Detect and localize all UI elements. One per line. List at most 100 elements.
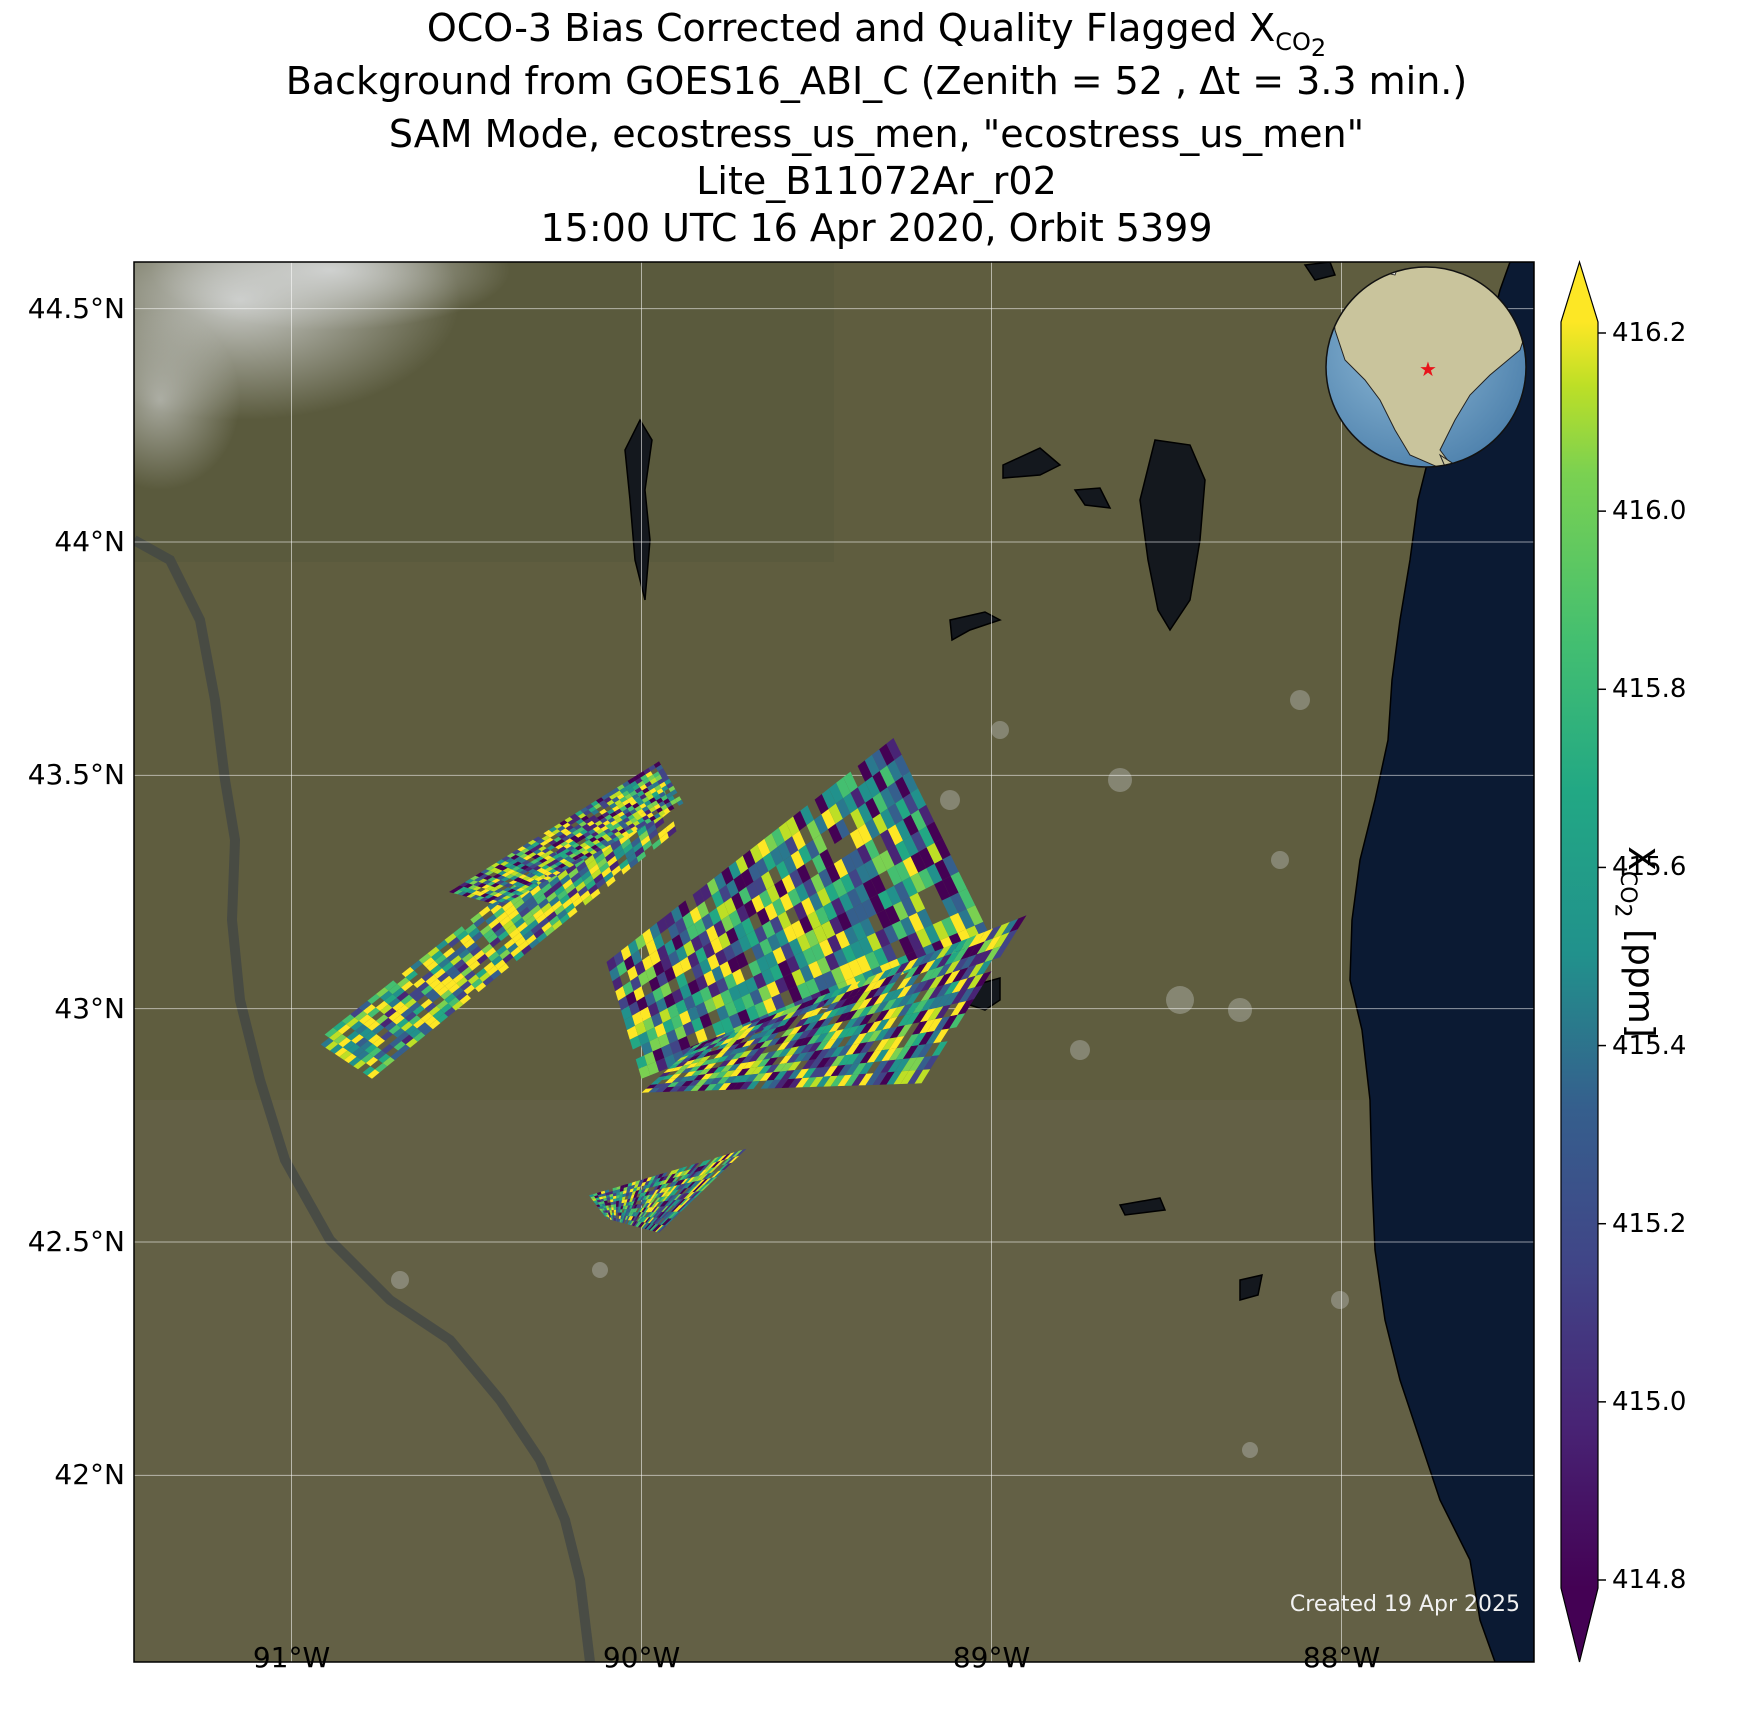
xco2-pixel bbox=[622, 790, 630, 797]
xco2-pixel bbox=[398, 1044, 411, 1054]
xco2-pixel bbox=[581, 823, 590, 830]
xco2-pixel bbox=[936, 982, 953, 998]
xco2-pixel bbox=[620, 823, 629, 829]
xco2-pixel bbox=[664, 1211, 673, 1219]
xco2-pixel bbox=[627, 796, 635, 803]
xco2-pixel bbox=[363, 1004, 376, 1015]
xco2-pixel bbox=[458, 948, 471, 959]
xco2-pixel bbox=[675, 917, 687, 935]
xco2-pixel bbox=[883, 924, 899, 944]
xco2-pixel bbox=[646, 1217, 653, 1223]
xco2-pixel bbox=[476, 953, 489, 965]
xco2-pixel bbox=[762, 852, 776, 872]
xco2-pixel bbox=[368, 1034, 381, 1044]
xco2-pixel bbox=[522, 876, 531, 881]
xco2-pixel bbox=[737, 1009, 751, 1025]
xco2-pixel bbox=[826, 863, 841, 883]
xco2-pixel bbox=[442, 961, 454, 973]
xco2-pixel bbox=[711, 1170, 722, 1178]
xco2-pixel bbox=[678, 1036, 691, 1051]
xco2-pixel bbox=[863, 859, 879, 880]
xco2-pixel bbox=[491, 922, 503, 933]
xco2-pixel bbox=[570, 860, 579, 865]
xco2-pixel bbox=[356, 1050, 370, 1060]
xco2-pixel bbox=[726, 879, 739, 898]
xco2-pixel bbox=[620, 1184, 625, 1189]
xco2-pixel bbox=[590, 1196, 596, 1200]
xco2-pixel bbox=[671, 1180, 679, 1187]
xco2-pixel bbox=[642, 1203, 648, 1208]
xco2-pixel bbox=[690, 1084, 703, 1091]
xco2-pixel bbox=[508, 928, 520, 939]
xco2-pixel bbox=[655, 1057, 668, 1072]
xco2-pixel bbox=[533, 908, 544, 920]
xco2-pixel bbox=[524, 886, 534, 891]
xco2-pixel bbox=[795, 883, 809, 902]
xco2-pixel bbox=[470, 946, 482, 957]
xco2-pixel bbox=[735, 855, 749, 875]
xco2-pixel bbox=[742, 1039, 756, 1048]
xco2-pixel bbox=[910, 1044, 926, 1059]
xco2-pixel bbox=[375, 1000, 389, 1011]
xco2-pixel bbox=[819, 849, 834, 869]
xco2-pixel bbox=[506, 852, 516, 858]
xco2-pixel bbox=[612, 814, 620, 821]
xco2-pixel bbox=[656, 917, 668, 934]
xco2-pixel bbox=[669, 1073, 682, 1079]
xco2-pixel bbox=[877, 890, 893, 910]
xco2-pixel bbox=[522, 911, 533, 922]
xco2-pixel bbox=[659, 1211, 668, 1218]
xco2-pixel bbox=[527, 919, 539, 931]
xco2-pixel bbox=[697, 901, 709, 919]
xco2-pixel bbox=[699, 1013, 713, 1029]
xco2-pixel bbox=[363, 1030, 377, 1041]
xco2-pixel bbox=[513, 898, 525, 910]
xco2-pixel bbox=[678, 1174, 687, 1181]
xco2-pixel bbox=[790, 1007, 805, 1018]
xco2-pixel bbox=[507, 942, 519, 954]
xco2-pixel bbox=[728, 1034, 742, 1043]
xco2-pixel bbox=[548, 839, 557, 846]
xco2-pixel bbox=[426, 960, 439, 972]
xco2-pixel bbox=[724, 1001, 738, 1017]
xco2-pixel bbox=[678, 1204, 689, 1212]
xco2-pixel bbox=[793, 901, 808, 921]
xco2-pixel bbox=[638, 970, 649, 987]
xco2-pixel bbox=[584, 852, 593, 858]
xco2-pixel bbox=[497, 930, 509, 941]
xco2-pixel bbox=[805, 839, 820, 860]
xco2-pixel bbox=[960, 964, 977, 981]
xco2-pixel bbox=[639, 1222, 645, 1228]
xco2-pixel bbox=[656, 797, 664, 804]
xco2-pixel bbox=[637, 790, 645, 797]
xco2-pixel bbox=[681, 1182, 690, 1189]
xco2-pixel bbox=[440, 1003, 452, 1014]
xco2-pixel bbox=[934, 838, 951, 860]
xco2-pixel bbox=[634, 846, 645, 858]
xco2-pixel bbox=[843, 792, 858, 814]
xco2-pixel bbox=[602, 1212, 606, 1215]
xco2-pixel bbox=[719, 961, 733, 978]
xco2-pixel bbox=[887, 803, 904, 825]
xco2-pixel bbox=[867, 1020, 883, 1033]
xco2-pixel bbox=[612, 976, 623, 992]
xco2-pixel bbox=[984, 946, 1001, 963]
xco2-pixel bbox=[633, 1212, 638, 1217]
xco2-pixel bbox=[666, 782, 674, 789]
xco2-pixel bbox=[685, 1191, 695, 1199]
xco2-pixel bbox=[800, 805, 814, 826]
xco2-pixel bbox=[736, 1068, 750, 1076]
xco2-pixel bbox=[626, 1198, 631, 1203]
xco2-pixel bbox=[392, 987, 405, 998]
xco2-pixel bbox=[650, 1175, 656, 1181]
xco2-pixel bbox=[367, 1020, 381, 1031]
xco2-pixel bbox=[644, 1180, 650, 1186]
xco2-pixel bbox=[627, 965, 638, 981]
xco2-pixel bbox=[661, 1218, 671, 1226]
xco2-pixel bbox=[509, 859, 518, 865]
xco2-pixel bbox=[850, 1007, 866, 1020]
xco2-pixel bbox=[770, 846, 784, 866]
xco2-pixel bbox=[847, 986, 862, 999]
xco2-pixel bbox=[679, 1198, 689, 1206]
xco2-pixel bbox=[484, 870, 494, 876]
